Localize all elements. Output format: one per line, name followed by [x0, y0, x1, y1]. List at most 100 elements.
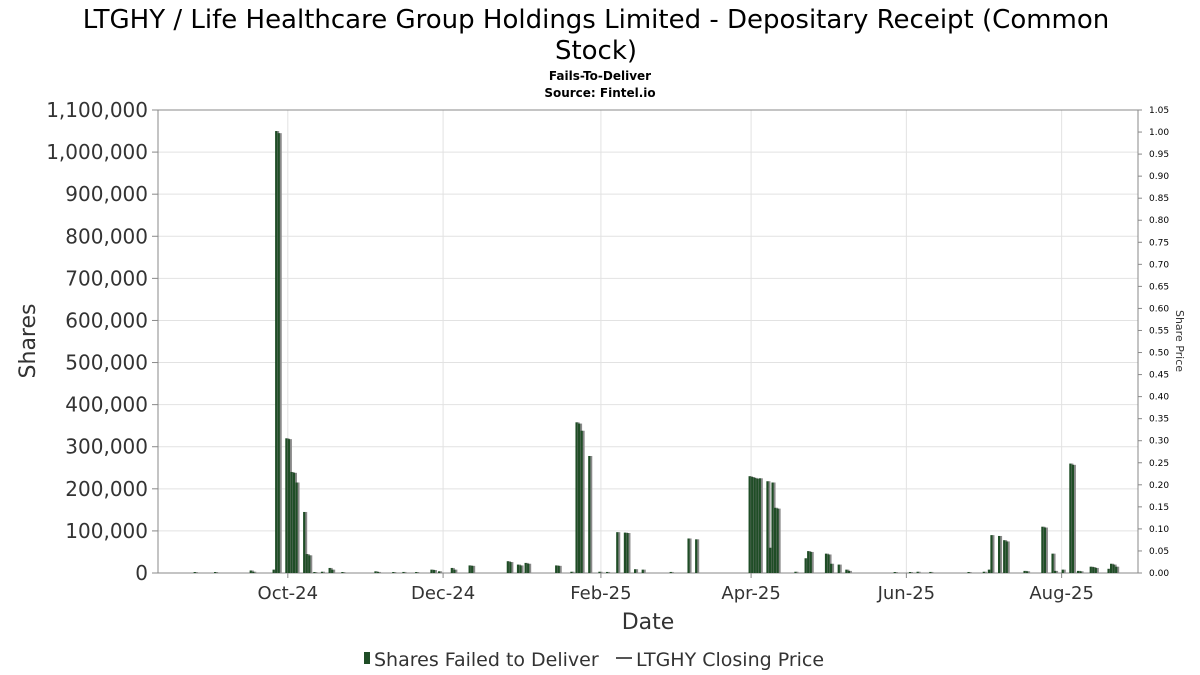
bar-shadow [582, 430, 585, 573]
bar [1079, 571, 1082, 573]
bar [623, 532, 627, 573]
bar [1051, 553, 1054, 573]
bar-shadow [394, 572, 397, 573]
chart-source: Source: Fintel.io [544, 86, 655, 100]
bar [847, 570, 851, 573]
bar [774, 507, 777, 573]
bar [990, 535, 993, 573]
bar-shadow [1063, 569, 1066, 573]
bar [450, 567, 453, 573]
bar [1094, 567, 1097, 573]
legend-label-price: LTGHY Closing Price [636, 649, 824, 671]
plot-area-frame [157, 109, 1139, 574]
y-tick-label: 900,000 [65, 182, 148, 206]
bar [193, 572, 196, 573]
y-tick-label: 300,000 [65, 435, 148, 459]
bar-shadow [590, 455, 593, 573]
y2-axis-ticks: 0.00 0.05 0.10 0.15 0.20 0.25 0.30 0.35 0.40 0.45… [1138, 106, 1169, 579]
y2-tick-label: 0.80 [1149, 216, 1169, 226]
x-tick-label: Jun-25 [877, 583, 936, 604]
bar [287, 439, 291, 573]
bar-shadow [628, 533, 631, 573]
bar-shadow [343, 572, 346, 573]
y2-tick-label: 1.05 [1149, 106, 1169, 116]
bar-shadow [1073, 464, 1076, 573]
y2-tick-label: 0.55 [1149, 326, 1169, 336]
bar-shadow [768, 481, 771, 573]
bar-shadow [999, 535, 1003, 573]
bar [468, 565, 471, 573]
bar-shadow [849, 570, 852, 573]
bar-shadow [1027, 571, 1031, 573]
bar [908, 572, 912, 573]
bar [606, 571, 609, 573]
bar [313, 572, 316, 573]
bar-shadow [689, 538, 692, 573]
bar [1092, 567, 1095, 573]
bar-shadow [643, 569, 646, 573]
bar [516, 564, 520, 573]
y-axis-label: Shares [16, 304, 41, 379]
bar-shadow [416, 572, 420, 573]
bar-shadow [404, 571, 407, 573]
bar [695, 539, 698, 573]
bar [1112, 564, 1115, 573]
bar [756, 478, 759, 573]
bar [687, 538, 690, 573]
bar-shadow [434, 570, 438, 573]
bar-shadow [895, 572, 898, 573]
y-tick-label: 1,100,000 [46, 98, 148, 122]
bar [430, 569, 433, 573]
bar-shadow [839, 564, 842, 573]
bar-shadow [671, 571, 674, 573]
bar [292, 472, 296, 573]
bar-shadow [635, 569, 639, 573]
bar [827, 554, 830, 573]
bar [776, 508, 779, 573]
bar-shadow [1081, 571, 1084, 573]
bar [432, 570, 436, 573]
bar [626, 533, 629, 573]
bar [1069, 463, 1072, 573]
bar-series [193, 131, 1120, 573]
legend-swatch-bars [364, 652, 370, 664]
bar-shadow [559, 565, 562, 573]
bar [295, 482, 298, 573]
bar-shadow [279, 133, 282, 573]
bar-shadow [439, 571, 443, 573]
bar [669, 571, 672, 573]
bar [1076, 570, 1080, 573]
legend: Shares Failed to Deliver LTGHY Closing P… [364, 649, 824, 671]
bar [1054, 570, 1057, 573]
bar [580, 430, 583, 573]
y2-axis-label: Share Price [1173, 310, 1186, 372]
y2-tick-label: 0.75 [1149, 238, 1169, 248]
bar [341, 572, 344, 573]
bar-shadow [195, 572, 198, 573]
bar [929, 571, 932, 573]
bar [837, 564, 840, 573]
bar [290, 471, 293, 573]
y-tick-label: 700,000 [65, 266, 148, 290]
y2-tick-label: 0.30 [1149, 437, 1169, 447]
bar [578, 423, 581, 573]
bar-shadow [254, 571, 257, 573]
bar [527, 563, 530, 573]
bar [1023, 570, 1026, 573]
bar [998, 535, 1001, 573]
bar-shadow [931, 571, 934, 573]
bar-shadow [1045, 527, 1048, 573]
bar [272, 569, 275, 573]
bar [519, 565, 522, 573]
y-tick-label: 200,000 [65, 477, 148, 501]
bar-shadow [618, 532, 621, 573]
bar [1115, 566, 1118, 573]
x-tick-label: Dec-24 [411, 583, 475, 604]
bar [634, 569, 637, 573]
bar-shadow [528, 563, 532, 573]
bar [809, 551, 812, 573]
bar [415, 572, 418, 573]
y2-tick-label: 0.05 [1149, 547, 1169, 557]
bar-shadow [607, 571, 611, 573]
